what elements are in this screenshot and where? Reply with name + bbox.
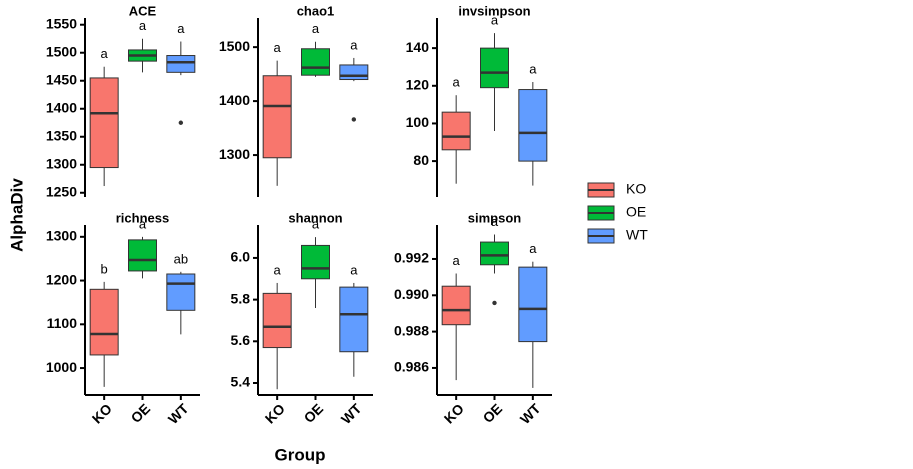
x-tick-label: WT: [517, 400, 544, 427]
outlier: [492, 300, 497, 306]
box: [480, 241, 509, 266]
x-axis-label: Group: [275, 445, 326, 464]
y-tick-label: 1300: [219, 146, 250, 162]
box: [518, 89, 548, 162]
box: [480, 47, 509, 89]
y-tick-label: 100: [406, 114, 430, 130]
group-letter: a: [312, 217, 320, 232]
group-letter: a: [177, 21, 185, 36]
group-letter: a: [350, 37, 358, 52]
group-letter: a: [453, 253, 461, 268]
panel-title: simpson: [468, 210, 522, 225]
y-tick-label: 1550: [46, 15, 77, 31]
x-tick-label: OE: [301, 400, 327, 426]
x-tick-label: WT: [338, 400, 365, 427]
box: [262, 292, 292, 349]
box: [301, 48, 330, 76]
group-letter: a: [529, 241, 537, 256]
y-tick-label: 1500: [219, 38, 250, 54]
y-tick-label: 0.986: [394, 359, 429, 375]
y-tick-label: 1100: [47, 315, 78, 331]
y-tick-label: 5.8: [231, 290, 251, 306]
y-tick-label: 5.6: [231, 332, 251, 348]
box: [339, 286, 369, 353]
group-letter: a: [312, 21, 320, 36]
group-letter: a: [491, 214, 499, 229]
group-letter: a: [350, 262, 358, 277]
y-tick-label: 1300: [46, 155, 77, 171]
box: [166, 273, 196, 311]
x-tick-label: OE: [128, 400, 154, 426]
y-tick-label: 1400: [219, 92, 250, 108]
x-tick-label: KO: [89, 400, 115, 426]
y-tick-label: 1000: [46, 359, 77, 375]
box: [518, 266, 548, 343]
panel-title: shannon: [288, 210, 342, 225]
panel-title: invsimpson: [458, 3, 530, 18]
y-tick-label: 1250: [46, 183, 77, 199]
y-tick-label: 1450: [46, 71, 77, 87]
group-letter: a: [139, 18, 147, 33]
outlier: [178, 120, 184, 125]
y-tick-label: 0.988: [394, 322, 429, 338]
box: [166, 55, 196, 73]
y-tick-label: 1300: [46, 228, 77, 244]
box: [339, 64, 369, 81]
outlier: [351, 117, 357, 122]
group-letter: a: [491, 13, 499, 28]
panel-title: richness: [116, 210, 169, 225]
group-letter: a: [139, 216, 147, 231]
y-tick-label: 1500: [46, 43, 77, 59]
y-tick-label: 140: [406, 39, 430, 55]
x-tick-label: WT: [165, 400, 192, 427]
group-letter: b: [101, 261, 108, 276]
group-letter: a: [274, 262, 282, 277]
y-axis-label: AlphaDiv: [7, 178, 26, 252]
box: [441, 285, 471, 326]
x-tick-label: OE: [480, 400, 506, 426]
box: [89, 77, 119, 169]
y-tick-label: 0.990: [394, 286, 429, 302]
y-tick-label: 0.992: [394, 250, 429, 266]
legend-label: OE: [626, 204, 646, 220]
y-tick-label: 1200: [46, 271, 77, 287]
legend-label: KO: [626, 181, 646, 197]
box: [262, 75, 292, 159]
box: [128, 239, 157, 272]
y-tick-label: 5.4: [231, 374, 251, 390]
legend-label: WT: [626, 227, 648, 243]
group-letter: a: [274, 40, 282, 55]
group-letter: a: [453, 75, 461, 90]
y-tick-label: 120: [406, 76, 430, 92]
y-tick-label: 1400: [46, 99, 77, 115]
x-tick-label: KO: [262, 400, 288, 426]
y-tick-label: 6.0: [231, 249, 251, 265]
panel-title: ACE: [129, 3, 157, 18]
group-letter: a: [529, 61, 537, 76]
panel-title: chao1: [297, 3, 335, 18]
box: [301, 244, 330, 280]
box: [441, 111, 471, 151]
x-tick-label: KO: [441, 400, 467, 426]
y-tick-label: 80: [413, 152, 429, 168]
group-letter: a: [101, 46, 109, 61]
box: [89, 288, 119, 356]
y-tick-label: 1350: [46, 127, 77, 143]
group-letter: ab: [174, 251, 188, 266]
